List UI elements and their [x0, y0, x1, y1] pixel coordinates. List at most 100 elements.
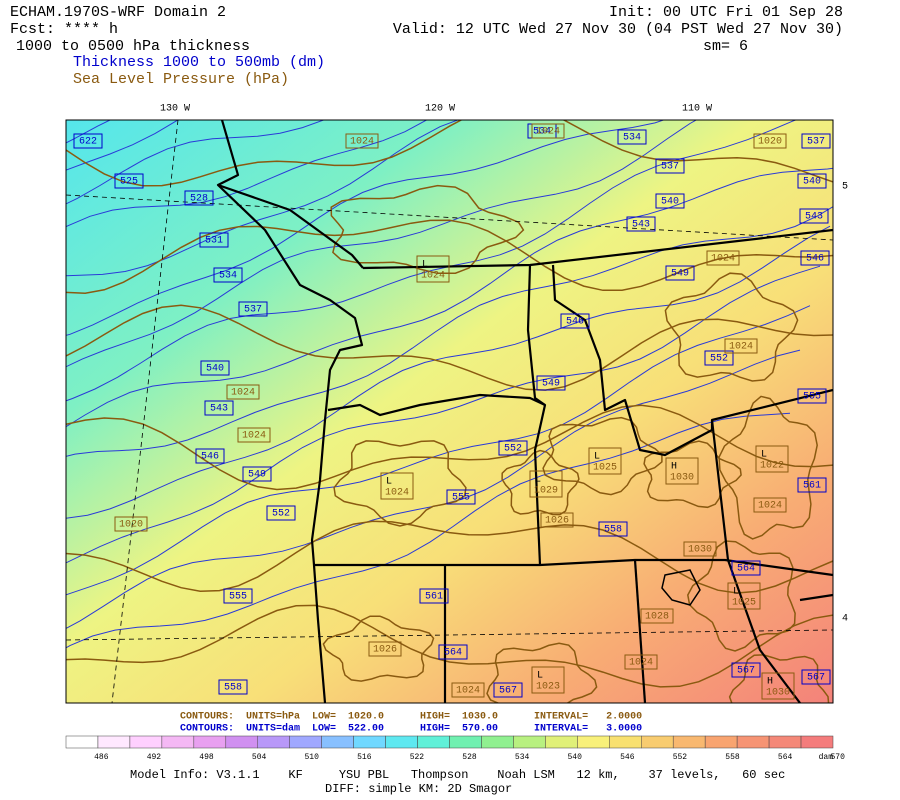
longitude-label: 130 W	[160, 104, 190, 115]
thickness-contour	[66, 120, 326, 205]
colorbar-cell	[257, 735, 290, 749]
graticule	[111, 120, 179, 703]
colorbar-label: 492	[147, 753, 162, 762]
thickness-label-box	[438, 644, 468, 660]
pressure-label: 1026	[545, 516, 569, 527]
state-border	[799, 593, 833, 602]
thickness-contour	[66, 120, 179, 171]
thickness-label-box	[799, 208, 829, 224]
thickness-label: 549	[542, 379, 560, 390]
pressure-label-box	[345, 133, 379, 149]
thickness-label-box	[446, 489, 476, 505]
colorbar-label: 540	[567, 753, 582, 762]
pressure-contour	[66, 404, 833, 491]
colorbar-cell	[129, 735, 163, 749]
pressure-label-box	[237, 427, 271, 443]
thickness-legend: Thickness 1000 to 500mb (dm)	[73, 54, 325, 71]
thickness-label: 537	[661, 162, 679, 173]
thickness-label: 543	[805, 212, 823, 223]
forecast-hour: Fcst: **** h	[10, 21, 118, 38]
footer: CONTOURS: UNITS=hPa LOW= 1020.0 HIGH= 10…	[65, 711, 845, 796]
thickness-label-box	[626, 216, 656, 232]
pressure-contour	[687, 540, 796, 652]
thickness-label: 546	[201, 452, 219, 463]
pressure-label: 1024	[711, 254, 735, 265]
colorbar-cell	[417, 735, 450, 749]
pressure-label: 1024	[456, 686, 480, 697]
graticule	[66, 629, 833, 641]
pressure-label-box	[540, 512, 574, 528]
thickness-label: 543	[632, 220, 650, 231]
pressure-label-box	[451, 682, 485, 698]
thickness-label: 552	[710, 354, 728, 365]
thickness-label: 558	[604, 525, 622, 536]
pressure-label: 1020	[119, 520, 143, 531]
colorbar-cell	[736, 735, 770, 749]
pressure-contour	[333, 440, 467, 527]
pressure-contour	[486, 642, 598, 703]
thickness-label: 552	[504, 444, 522, 455]
thickness-label: 561	[803, 481, 821, 492]
thickness-label: 567	[807, 673, 825, 684]
thickness-label-box	[731, 560, 761, 576]
thickness-label: 564	[737, 564, 755, 575]
thickness-label-box	[218, 679, 248, 695]
init-time: Init: 00 UTC Fri 01 Sep 28	[609, 4, 843, 21]
colorbar-cell	[577, 735, 610, 749]
pressure-label: 1025	[593, 463, 617, 474]
thickness-label: 552	[272, 509, 290, 520]
thickness-label-box	[213, 267, 243, 283]
colorbar-unit: dam	[819, 753, 834, 762]
colorbar-cell	[321, 735, 354, 749]
thickness-label: 549	[248, 470, 266, 481]
state-border	[710, 419, 801, 703]
colorbar-cell	[225, 735, 259, 749]
pressure-contour	[66, 120, 833, 187]
pressure-contour	[322, 615, 435, 682]
thickness-label-box	[419, 588, 449, 604]
thickness-label: 525	[120, 177, 138, 188]
lake	[661, 569, 701, 606]
pressure-center-letter: H	[671, 462, 677, 473]
pressure-label: 1024	[421, 271, 445, 282]
thickness-label-box	[242, 466, 272, 482]
pressure-center-letter: L	[594, 452, 600, 463]
thickness-contour	[66, 206, 833, 457]
pressure-label: 1024	[350, 137, 374, 148]
thickness-label-box	[617, 129, 647, 145]
thickness-label: 622	[79, 137, 97, 148]
pressure-label: 1030	[766, 688, 790, 699]
thickness-label-box	[238, 301, 268, 317]
pressure-label-box	[753, 133, 787, 149]
pressure-label-box	[761, 672, 795, 700]
longitude-label: 110 W	[682, 104, 712, 115]
thickness-label-box	[800, 250, 830, 266]
thickness-label-box	[665, 265, 695, 281]
thickness-label: 537	[807, 137, 825, 148]
thickness-label: 531	[205, 236, 223, 247]
thickness-label-box	[199, 232, 229, 248]
thickness-label: 540	[661, 197, 679, 208]
pressure-label-box	[531, 666, 565, 694]
pressure-contour	[643, 440, 742, 509]
colorbar-cell	[672, 735, 706, 749]
thickness-label-box	[797, 173, 827, 189]
pressure-center-letter: L	[422, 260, 428, 271]
colorbar-label: 498	[199, 753, 214, 762]
colorbar-label: 570	[830, 753, 845, 762]
thickness-label-box	[560, 313, 590, 329]
diff-info: DIFF: simple KM: 2D Smagor	[325, 782, 512, 796]
pressure-label: 1020	[758, 137, 782, 148]
pressure-label: 1024	[242, 431, 266, 442]
thickness-label-box	[493, 682, 523, 698]
thickness-label-box	[598, 521, 628, 537]
pressure-label-box	[755, 445, 789, 473]
colorbar-label: 516	[357, 753, 372, 762]
state-border	[327, 393, 546, 417]
pressure-contour	[330, 184, 525, 275]
thickness-label: 528	[190, 194, 208, 205]
pressure-label: 1024	[758, 501, 782, 512]
pressure-center-letter: L	[537, 671, 543, 682]
colorbar-label: 522	[410, 753, 425, 762]
